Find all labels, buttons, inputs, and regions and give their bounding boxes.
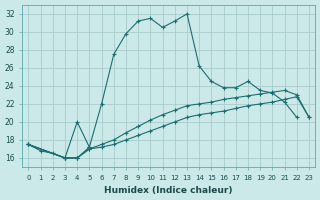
X-axis label: Humidex (Indice chaleur): Humidex (Indice chaleur)	[104, 186, 233, 195]
